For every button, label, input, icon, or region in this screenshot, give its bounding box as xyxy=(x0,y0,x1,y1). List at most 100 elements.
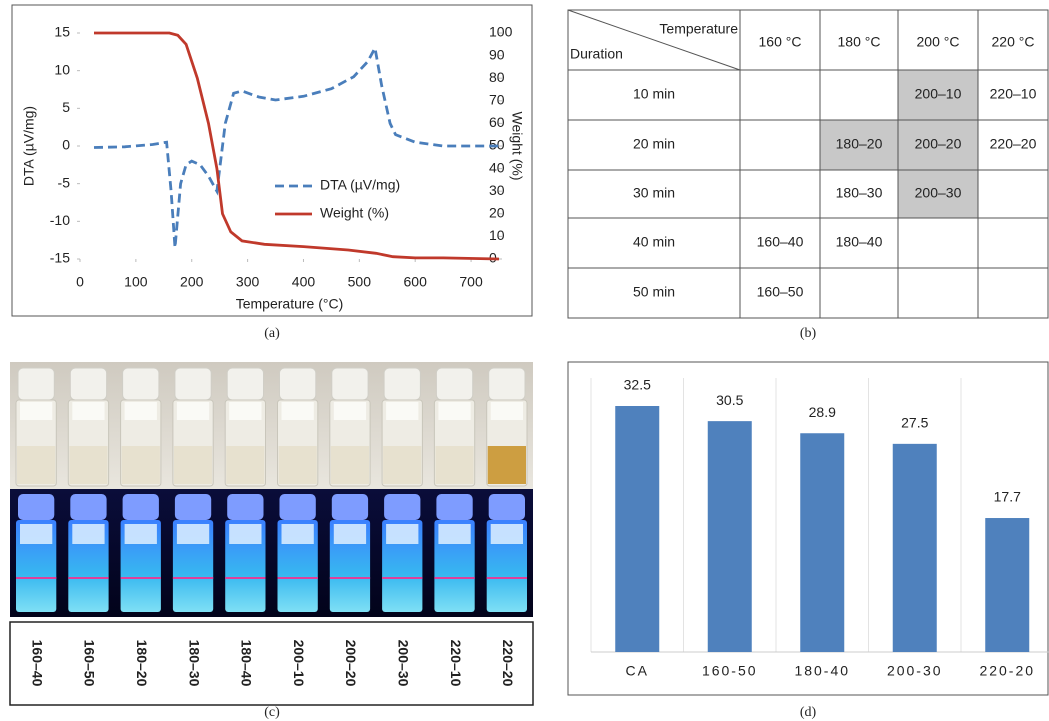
value-label: 28.9 xyxy=(809,404,836,420)
row-header: 40 min xyxy=(633,234,675,250)
y2-axis-title: Weight (%) xyxy=(509,112,525,181)
vial-label: 220–20 xyxy=(500,640,516,687)
value-label: 17.7 xyxy=(994,489,1021,505)
y2-tick-label: 100 xyxy=(489,24,513,40)
x-tick-label: 600 xyxy=(404,274,428,290)
vial-tag-uv xyxy=(438,524,470,544)
x-tick-label: 300 xyxy=(236,274,260,290)
cell: 160–40 xyxy=(757,234,804,250)
vial-liquid xyxy=(122,446,160,484)
cell: 180–20 xyxy=(836,136,883,152)
cell: 220–10 xyxy=(990,86,1037,102)
vial-cap xyxy=(332,368,368,400)
x-tick-label: 700 xyxy=(459,274,483,290)
y2-tick-label: 40 xyxy=(489,159,505,175)
vial-tag xyxy=(386,402,418,420)
vial-liquid xyxy=(488,446,526,484)
x-axis-title: Temperature (°C) xyxy=(236,296,344,312)
caption: (b) xyxy=(800,326,817,341)
y2-tick-label: 30 xyxy=(489,182,505,198)
vial-cap-uv xyxy=(70,494,106,520)
corner-label: Temperature xyxy=(659,21,738,37)
vial-cap-uv xyxy=(332,494,368,520)
x-tick-label: 220-20 xyxy=(979,663,1035,679)
y-tick-label: 15 xyxy=(54,24,70,40)
vial-cap-uv xyxy=(489,494,525,520)
vial-cap xyxy=(436,368,472,400)
x-tick-label: 180-40 xyxy=(794,663,850,679)
vial-tag xyxy=(491,402,523,420)
x-tick-label: 100 xyxy=(124,274,148,290)
bar xyxy=(800,433,844,652)
x-tick-label: 200-30 xyxy=(887,663,943,679)
y-tick-label: -10 xyxy=(50,212,70,228)
vial-tag xyxy=(438,402,470,420)
y2-tick-label: 10 xyxy=(489,227,505,243)
y2-tick-label: 90 xyxy=(489,46,505,62)
vial-label: 180–30 xyxy=(186,640,202,687)
row-header: 20 min xyxy=(633,136,675,152)
vial-label: 200–20 xyxy=(343,640,359,687)
series-line xyxy=(94,48,499,248)
row-header: 50 min xyxy=(633,284,675,300)
legend-label: DTA (µV/mg) xyxy=(320,177,400,193)
row-header: 10 min xyxy=(633,86,675,102)
cell: 200–30 xyxy=(915,185,962,201)
vial-cap-uv xyxy=(436,494,472,520)
y2-tick-label: 70 xyxy=(489,92,505,108)
vial-liquid xyxy=(383,446,421,484)
x-tick-label: 0 xyxy=(76,274,84,290)
vial-tag-uv xyxy=(282,524,314,544)
vial-tag xyxy=(125,402,157,420)
x-tick-label: 200 xyxy=(180,274,204,290)
vial-tag xyxy=(229,402,261,420)
column-header: 160 °C xyxy=(759,34,802,50)
vial-tag xyxy=(282,402,314,420)
value-label: 32.5 xyxy=(624,377,651,393)
caption: (c) xyxy=(264,705,280,720)
vial-cap xyxy=(175,368,211,400)
column-header: 200 °C xyxy=(917,34,960,50)
cell: 160–50 xyxy=(757,284,804,300)
vial-cap xyxy=(489,368,525,400)
cell: 200–10 xyxy=(915,86,962,102)
value-label: 30.5 xyxy=(716,392,743,408)
vial-tag xyxy=(177,402,209,420)
legend-label: Weight (%) xyxy=(320,205,389,221)
vial-liquid xyxy=(226,446,264,484)
vial-label: 220–10 xyxy=(448,640,464,687)
vial-cap-uv xyxy=(123,494,159,520)
vial-cap-uv xyxy=(175,494,211,520)
vial-cap xyxy=(70,368,106,400)
y2-tick-label: 60 xyxy=(489,114,505,130)
column-header: 220 °C xyxy=(992,34,1035,50)
vial-cap-uv xyxy=(384,494,420,520)
x-tick-label: CA xyxy=(626,663,649,679)
vial-liquid xyxy=(174,446,212,484)
row-header: 30 min xyxy=(633,185,675,201)
vial-label: 180–20 xyxy=(134,640,150,687)
bar xyxy=(615,406,659,652)
vial-tag xyxy=(20,402,52,420)
x-tick-label: 500 xyxy=(348,274,372,290)
bar xyxy=(708,421,752,652)
figure: (a) (b) (c) (d) 0100200300400500600700-1… xyxy=(0,0,1049,721)
y-tick-label: -15 xyxy=(50,250,70,266)
cell: 200–20 xyxy=(915,136,962,152)
y-axis-title: DTA (µV/mg) xyxy=(21,106,37,186)
vial-label: 180–40 xyxy=(239,640,255,687)
bar xyxy=(985,518,1029,652)
caption: (d) xyxy=(800,705,817,720)
cell: 180–40 xyxy=(836,234,883,250)
value-label: 27.5 xyxy=(901,415,928,431)
vial-tag-uv xyxy=(20,524,52,544)
panel-border xyxy=(12,5,532,316)
vial-tag-uv xyxy=(177,524,209,544)
caption: (a) xyxy=(264,326,280,341)
vial-liquid xyxy=(17,446,55,484)
y-tick-label: 5 xyxy=(62,99,70,115)
vial-label: 200–30 xyxy=(396,640,412,687)
column-header: 180 °C xyxy=(838,34,881,50)
bar xyxy=(893,444,937,652)
page: (a) (b) (c) (d) 0100200300400500600700-1… xyxy=(0,0,1049,721)
